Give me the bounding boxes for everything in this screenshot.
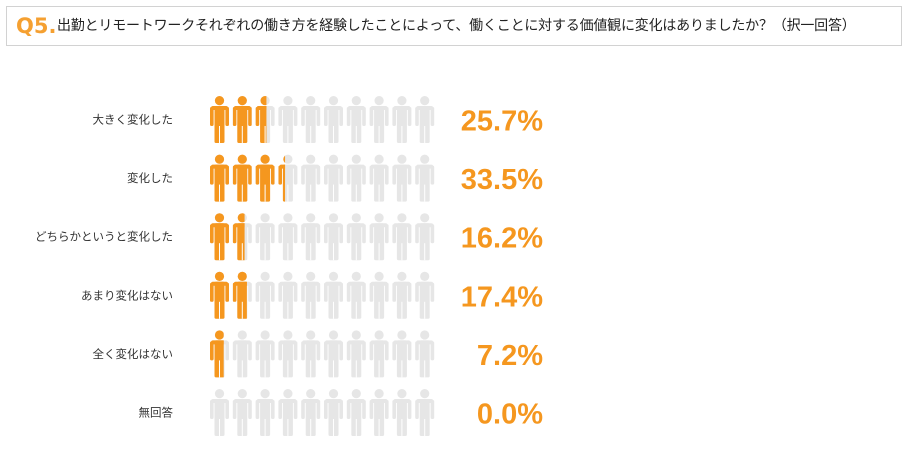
person-icon-filled: [232, 213, 245, 261]
category-label: 変化した: [127, 171, 173, 185]
percent-value-label: 33.5%: [461, 164, 543, 196]
person-icon: [415, 389, 435, 436]
person-icon: [369, 96, 389, 143]
person-icon: [301, 154, 321, 202]
person-icon: [369, 330, 389, 378]
person-icon-filled: [232, 96, 252, 143]
person-icon: [392, 213, 412, 261]
person-icon: [346, 389, 366, 436]
pictograph-row: 変化した 33.5%: [127, 154, 543, 202]
person-icon: [255, 330, 275, 378]
person-icon: [346, 96, 366, 143]
pictograph-row: 無回答 0.0%: [139, 389, 543, 436]
person-icon-filled: [232, 271, 247, 319]
person-icon: [415, 330, 435, 378]
person-icon-filled: [278, 155, 286, 202]
person-icon: [415, 271, 435, 319]
category-label: 無回答: [139, 406, 174, 420]
person-icon: [278, 271, 298, 319]
person-icon-filled: [210, 330, 224, 378]
person-icon: [255, 271, 275, 319]
person-icon: [346, 330, 366, 378]
person-icon: [301, 96, 321, 143]
person-icon: [232, 389, 252, 436]
person-icon: [301, 389, 321, 436]
pictograph-row: どちらかというと変化した 16.2%: [35, 213, 543, 261]
percent-value-label: 25.7%: [461, 106, 543, 138]
pictograph-row: あまり変化はない 17.4%: [81, 271, 543, 319]
person-icon: [392, 154, 412, 202]
person-icon: [278, 96, 298, 143]
category-label: 大きく変化した: [93, 113, 174, 127]
question-text: 出勤とリモートワークそれぞれの働き方を経験したことによって、働くことに対する価値…: [57, 18, 856, 34]
person-icon: [346, 213, 366, 261]
person-icon: [346, 154, 366, 202]
person-icon: [210, 389, 229, 436]
person-icon: [415, 96, 435, 143]
person-icon: [301, 271, 321, 319]
percent-value-label: 0.0%: [477, 399, 543, 431]
person-icon: [392, 96, 412, 143]
person-icon: [324, 271, 343, 319]
person-icon: [324, 330, 343, 378]
person-icon: [232, 330, 252, 378]
pictograph-row: 大きく変化した 25.7%: [93, 96, 543, 143]
person-icon: [324, 154, 343, 202]
category-label: どちらかというと変化した: [35, 230, 173, 244]
person-icon-filled: [210, 271, 229, 319]
person-icon: [392, 271, 412, 319]
person-icon: [369, 389, 389, 436]
percent-value-label: 7.2%: [477, 340, 543, 372]
percent-value-label: 16.2%: [461, 223, 543, 255]
category-label: あまり変化はない: [81, 288, 173, 302]
person-icon: [301, 330, 321, 378]
person-icon: [324, 96, 343, 143]
person-icon-filled: [255, 96, 267, 143]
person-icon: [324, 213, 343, 261]
person-icon-filled: [210, 96, 229, 143]
percent-value-label: 17.4%: [461, 281, 543, 313]
question-box: Q5. 出勤とリモートワークそれぞれの働き方を経験したことによって、働くことに対…: [6, 6, 902, 46]
person-icon: [255, 389, 275, 436]
question-number: Q5.: [16, 14, 57, 38]
person-icon: [369, 154, 389, 202]
person-icon: [278, 213, 298, 261]
person-icon-filled: [232, 154, 252, 202]
person-icon: [392, 330, 412, 378]
person-icon: [255, 213, 275, 261]
person-icon-filled: [255, 154, 275, 202]
person-icon: [278, 389, 298, 436]
person-icon: [301, 213, 321, 261]
person-icon: [369, 271, 389, 319]
person-icon: [392, 389, 412, 436]
category-label: 全く変化はない: [93, 347, 174, 361]
person-icon: [415, 213, 435, 261]
person-icon: [278, 330, 298, 378]
person-icon: [415, 154, 435, 202]
person-icon-filled: [210, 154, 229, 202]
person-icon: [346, 271, 366, 319]
person-icon: [369, 213, 389, 261]
person-icon-filled: [210, 213, 229, 261]
person-icon: [324, 389, 343, 436]
pictograph-row: 全く変化はない 7.2%: [93, 330, 543, 378]
